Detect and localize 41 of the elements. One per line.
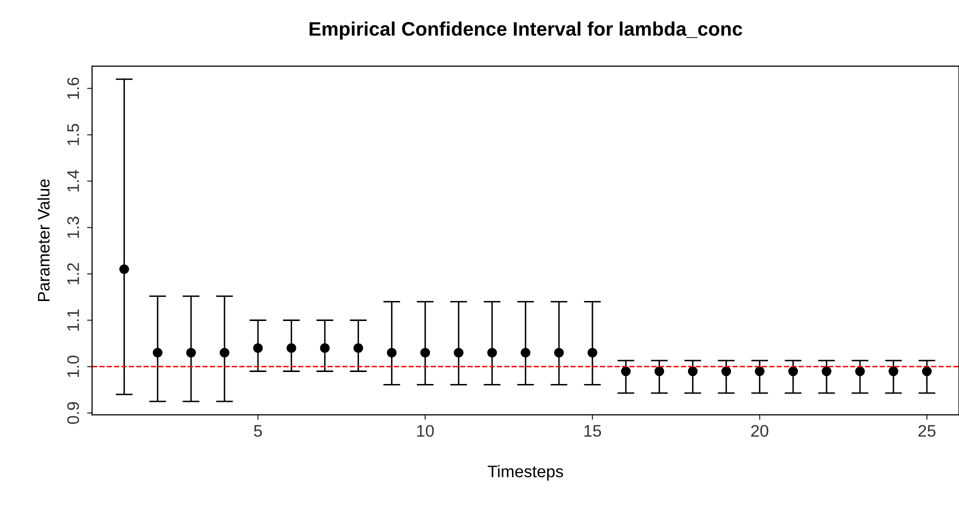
y-tick-label: 1.0 [67,356,80,377]
point [220,348,230,358]
point [855,366,865,376]
point [454,348,464,358]
point [654,366,664,376]
chart-title: Empirical Confidence Interval for lambda_conc [310,22,742,40]
y-tick-label: 1.5 [67,124,80,146]
point [554,348,564,358]
x-tick-label: 5 [254,425,262,437]
y-tick-label: 1.2 [67,263,79,284]
point [386,348,397,358]
x-axis-title: Timesteps [488,465,564,481]
point [420,348,430,358]
point [788,366,798,376]
point [721,366,732,376]
point [621,366,631,376]
point [520,348,530,358]
x-tick-label: 15 [584,425,601,437]
point [754,366,765,376]
x-tick-label: 10 [417,424,434,437]
point [186,348,196,358]
y-tick-label: 1.4 [67,170,79,192]
point [922,366,932,376]
y-tick-label: 1.3 [67,216,80,238]
x-tick-label: 25 [918,424,936,437]
point [822,366,832,376]
y-axis-title: Parameter Value [37,179,50,302]
y-tick-label: 0.9 [67,402,80,424]
point [152,348,162,358]
point [119,264,130,274]
point [353,343,364,353]
point [888,366,898,376]
point [286,343,296,353]
point [588,348,598,358]
x-tick-label: 20 [751,424,768,437]
y-tick-label: 1.1 [67,309,79,331]
y-tick-label: 1.6 [67,78,80,99]
point [487,348,497,358]
point [253,343,263,353]
point [320,343,330,353]
point [688,366,698,376]
